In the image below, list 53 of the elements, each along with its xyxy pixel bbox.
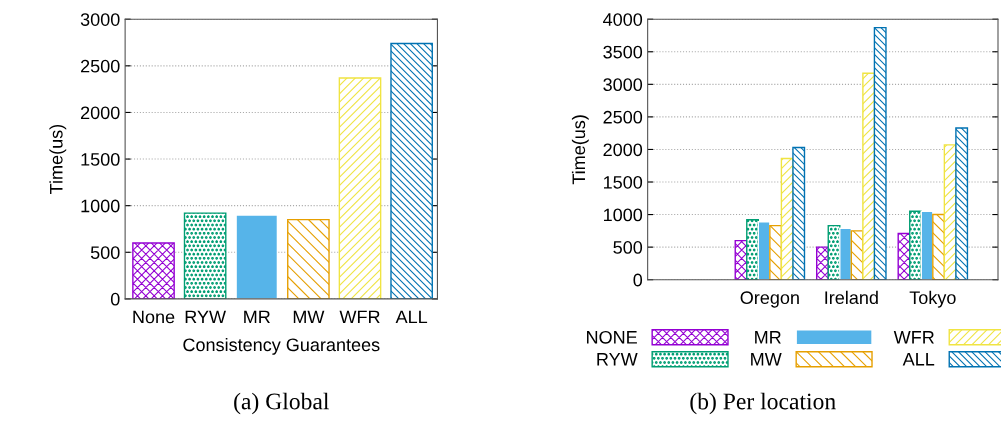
y-tick-label: 0 <box>110 292 120 306</box>
y-tick-label: 2000 <box>81 106 120 120</box>
y-tick-label: 2500 <box>603 110 643 124</box>
bar <box>287 218 330 299</box>
legend-label: MW <box>751 353 782 366</box>
bar <box>839 227 853 280</box>
y-tick-label: 2000 <box>603 143 643 157</box>
y-tick-label: 1000 <box>81 199 120 213</box>
legend-label: NONE <box>587 330 637 344</box>
y-axis-title: Time(us) <box>49 124 67 194</box>
y-tick-label: 0 <box>633 273 643 287</box>
x-tick-label: Oregon <box>740 291 799 308</box>
x-axis-title: Consistency Guarantees <box>183 337 380 355</box>
bar <box>862 72 876 280</box>
text: (b) Per location <box>690 392 836 415</box>
text: (a) Global <box>234 392 329 415</box>
y-tick-label: 1000 <box>604 208 643 222</box>
x-tick-label: Ireland <box>825 290 878 305</box>
bar <box>909 210 922 280</box>
x-tick-label: ALL <box>395 310 428 324</box>
y-tick-label: 3000 <box>80 13 120 26</box>
x-tick-label: Tokyo <box>909 290 956 308</box>
x-tick-label: WFR <box>339 310 380 324</box>
y-tick-label: 500 <box>613 241 643 254</box>
bar <box>955 127 969 280</box>
y-tick-label: 3000 <box>603 78 643 92</box>
bar <box>338 77 382 299</box>
y-tick-label: 1500 <box>81 152 120 166</box>
bar <box>183 212 227 299</box>
x-tick-label: None <box>133 310 175 324</box>
bar <box>746 219 760 280</box>
y-tick-label: 4000 <box>603 13 643 26</box>
y-tick-label: 3500 <box>603 45 643 59</box>
x-tick-label: MW <box>293 310 325 324</box>
legend-label: RYW <box>597 353 638 366</box>
y-tick-label: 2500 <box>81 59 120 73</box>
legend-label: MR <box>755 331 781 344</box>
x-tick-label: MR <box>244 310 270 324</box>
legend-label: ALL <box>902 353 935 366</box>
y-tick-label: 1500 <box>604 175 643 189</box>
y-axis-title: Time(us) <box>571 115 589 185</box>
bar <box>897 232 911 280</box>
legend-label: WFR <box>893 331 934 344</box>
y-tick-label: 500 <box>90 246 120 260</box>
bar <box>235 214 279 299</box>
bar <box>390 42 433 299</box>
bar <box>816 246 829 280</box>
bar <box>769 224 783 280</box>
bar <box>873 26 887 280</box>
bar <box>932 213 946 280</box>
bar <box>132 242 175 299</box>
x-tick-label: RYW <box>185 310 226 324</box>
bar <box>792 146 806 280</box>
